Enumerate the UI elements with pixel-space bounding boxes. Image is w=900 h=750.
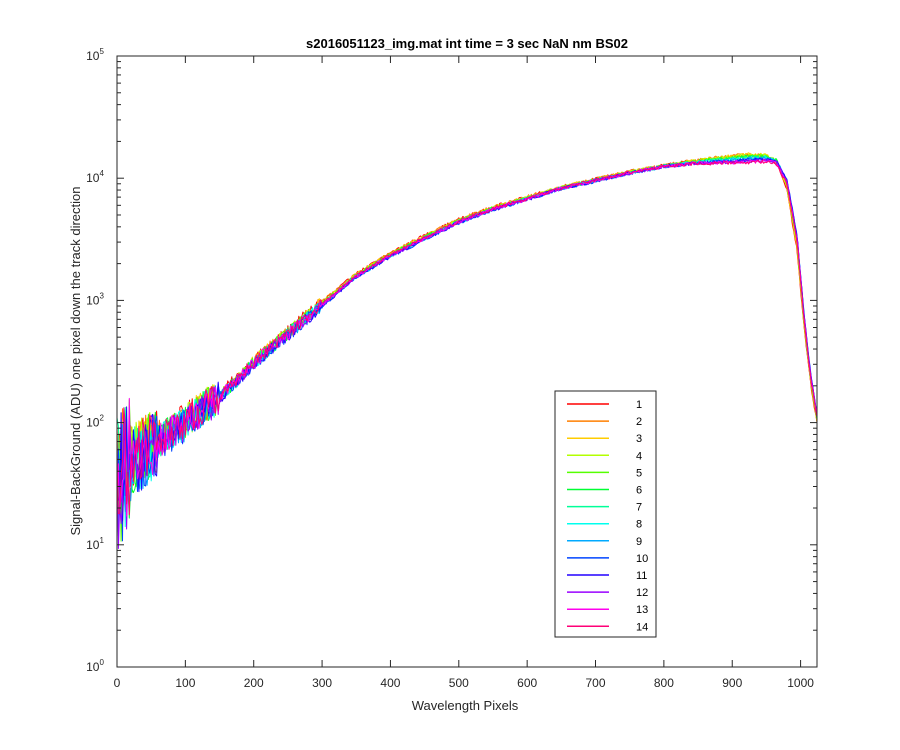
- y-tick-base: 10: [86, 660, 100, 674]
- y-tick-exponent: 4: [99, 169, 104, 178]
- x-tick-label: 300: [312, 676, 332, 690]
- x-tick-label: 200: [244, 676, 264, 690]
- x-tick-label: 0: [114, 676, 121, 690]
- y-tick-label: 104: [86, 169, 104, 185]
- legend-label: 12: [636, 587, 648, 599]
- y-tick-label: 105: [86, 47, 104, 63]
- series-line: [116, 159, 818, 517]
- y-tick-label: 101: [86, 536, 104, 552]
- legend-label: 10: [636, 553, 648, 565]
- legend-label: 9: [636, 536, 642, 548]
- legend-label: 5: [636, 467, 642, 479]
- y-tick-exponent: 3: [99, 291, 104, 300]
- legend-label: 1: [636, 399, 642, 411]
- x-tick-label: 1000: [787, 676, 814, 690]
- x-axis: 0 100 200 300 400 500 600 700 800 900 1000: [114, 56, 814, 690]
- x-tick-label: 900: [722, 676, 742, 690]
- legend-label: 6: [636, 485, 642, 497]
- y-tick-label: 102: [86, 414, 104, 430]
- legend-label: 8: [636, 519, 642, 531]
- x-tick-label: 800: [654, 676, 674, 690]
- chart-title: s2016051123_img.mat int time = 3 sec NaN…: [306, 36, 628, 51]
- series-line: [116, 159, 818, 516]
- y-tick-base: 10: [86, 49, 100, 63]
- y-tick-label: 100: [86, 658, 104, 674]
- plot-area: [116, 55, 818, 668]
- x-tick-label: 500: [449, 676, 469, 690]
- legend-box: [554, 390, 657, 638]
- series-layer: [116, 152, 818, 549]
- y-axis-title: Signal-BackGround (ADU) one pixel down t…: [68, 186, 83, 535]
- plot-background: [117, 56, 817, 667]
- legend-label: 2: [636, 416, 642, 428]
- x-tick-label: 400: [380, 676, 400, 690]
- legend-label: 3: [636, 433, 642, 445]
- y-tick-exponent: 2: [99, 414, 104, 423]
- y-tick-label: 103: [86, 291, 104, 307]
- x-tick-label: 700: [586, 676, 606, 690]
- y-tick-base: 10: [86, 416, 100, 430]
- plot-frame: [116, 55, 818, 668]
- y-tick-base: 10: [86, 293, 100, 307]
- legend-label: 4: [636, 450, 642, 462]
- x-tick-label: 600: [517, 676, 537, 690]
- legend-label: 7: [636, 502, 642, 514]
- x-tick-label: 100: [175, 676, 195, 690]
- y-tick-base: 10: [86, 538, 100, 552]
- legend-label: 13: [636, 604, 648, 616]
- y-tick-exponent: 1: [99, 536, 104, 545]
- legend-label: 11: [636, 570, 647, 582]
- y-tick-base: 10: [86, 171, 100, 185]
- legend-label: 14: [636, 621, 648, 633]
- x-axis-title: Wavelength Pixels: [412, 698, 519, 713]
- y-tick-exponent: 0: [99, 658, 104, 667]
- y-tick-exponent: 5: [99, 47, 104, 56]
